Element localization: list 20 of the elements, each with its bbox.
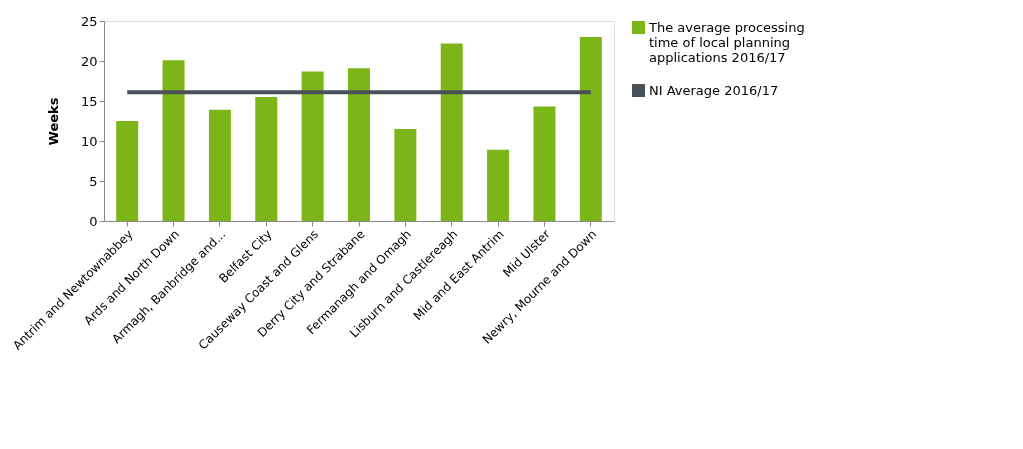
y-tick-label: 0 [89, 213, 98, 229]
bar [162, 60, 185, 221]
bar [255, 97, 278, 221]
y-tick-label: 25 [80, 13, 98, 29]
bar [348, 68, 370, 221]
legend-label: NI Average 2016/17 [649, 82, 779, 98]
y-axis-title: Weeks [45, 97, 61, 146]
y-tick-label: 5 [89, 173, 98, 189]
legend-label: The average processing time of local planning applications 2016/17 [648, 19, 805, 65]
y-tick-label: 10 [80, 133, 98, 149]
y-tick-label: 20 [80, 53, 98, 69]
bar [579, 37, 602, 221]
bar [487, 149, 510, 221]
bar [116, 121, 139, 221]
bar [394, 129, 417, 221]
y-tick-label: 15 [80, 93, 98, 109]
bar [533, 106, 556, 221]
bar [440, 43, 463, 221]
bar [208, 109, 231, 221]
bar [301, 71, 324, 221]
